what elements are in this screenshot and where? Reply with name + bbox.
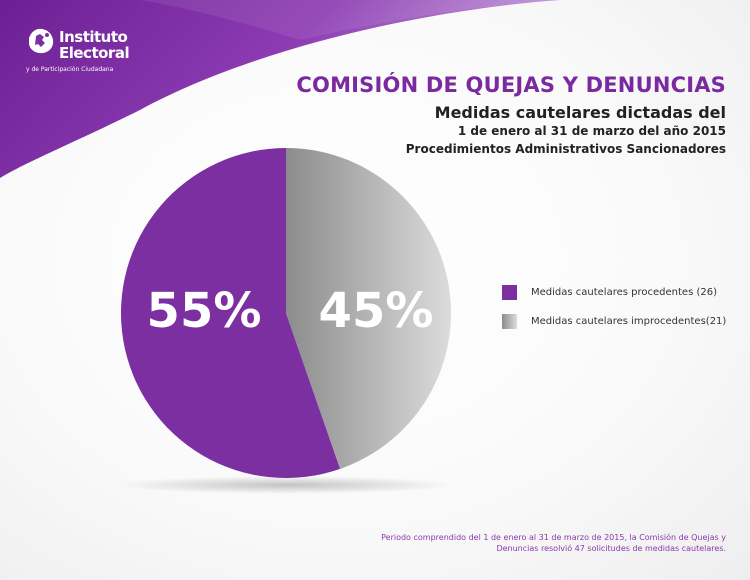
logo-tagline: y de Participación Ciudadana xyxy=(26,66,114,73)
pie-slice-improcedentes xyxy=(286,148,451,469)
pie-shadow xyxy=(116,476,456,494)
chart-legend: Medidas cautelares procedentes (26) Medi… xyxy=(502,284,726,342)
legend-label-procedentes: Medidas cautelares procedentes (26) xyxy=(531,286,717,298)
pie-label-procedentes: 55% xyxy=(147,283,262,339)
legend-label-improcedentes: Medidas cautelares improcedentes(21) xyxy=(531,315,727,327)
footnote-line1: Periodo comprendido del 1 de enero al 31… xyxy=(381,533,726,542)
corner-swoosh xyxy=(0,0,560,178)
pie-chart: 55% 45% xyxy=(116,148,456,494)
legend-item-improcedentes: Medidas cautelares improcedentes(21) xyxy=(502,313,726,329)
page-subtitle: Medidas cautelares dictadas del xyxy=(434,103,726,122)
legend-swatch-procedentes xyxy=(502,284,517,300)
footnote: Periodo comprendido del 1 de enero al 31… xyxy=(346,532,726,554)
institute-emblem-icon xyxy=(29,28,54,54)
pie-label-improcedentes: 45% xyxy=(319,283,434,339)
page-title: COMISIÓN DE QUEJAS Y DENUNCIAS xyxy=(296,73,726,97)
institute-logo: Instituto Electoral y de Participación C… xyxy=(26,24,136,78)
logo-text-line2: Electoral xyxy=(59,44,130,62)
footnote-line2: Denuncias resolvió 47 solicitudes de med… xyxy=(496,544,726,553)
legend-swatch-improcedentes xyxy=(502,313,517,329)
legend-item-procedentes: Medidas cautelares procedentes (26) xyxy=(502,284,726,300)
procedure-name: Procedimientos Administrativos Sancionad… xyxy=(405,142,726,156)
date-range: 1 de enero al 31 de marzo del año 2015 xyxy=(457,124,726,138)
logo-text-line1: Instituto xyxy=(59,28,128,46)
pie-slice-procedentes xyxy=(120,148,341,478)
